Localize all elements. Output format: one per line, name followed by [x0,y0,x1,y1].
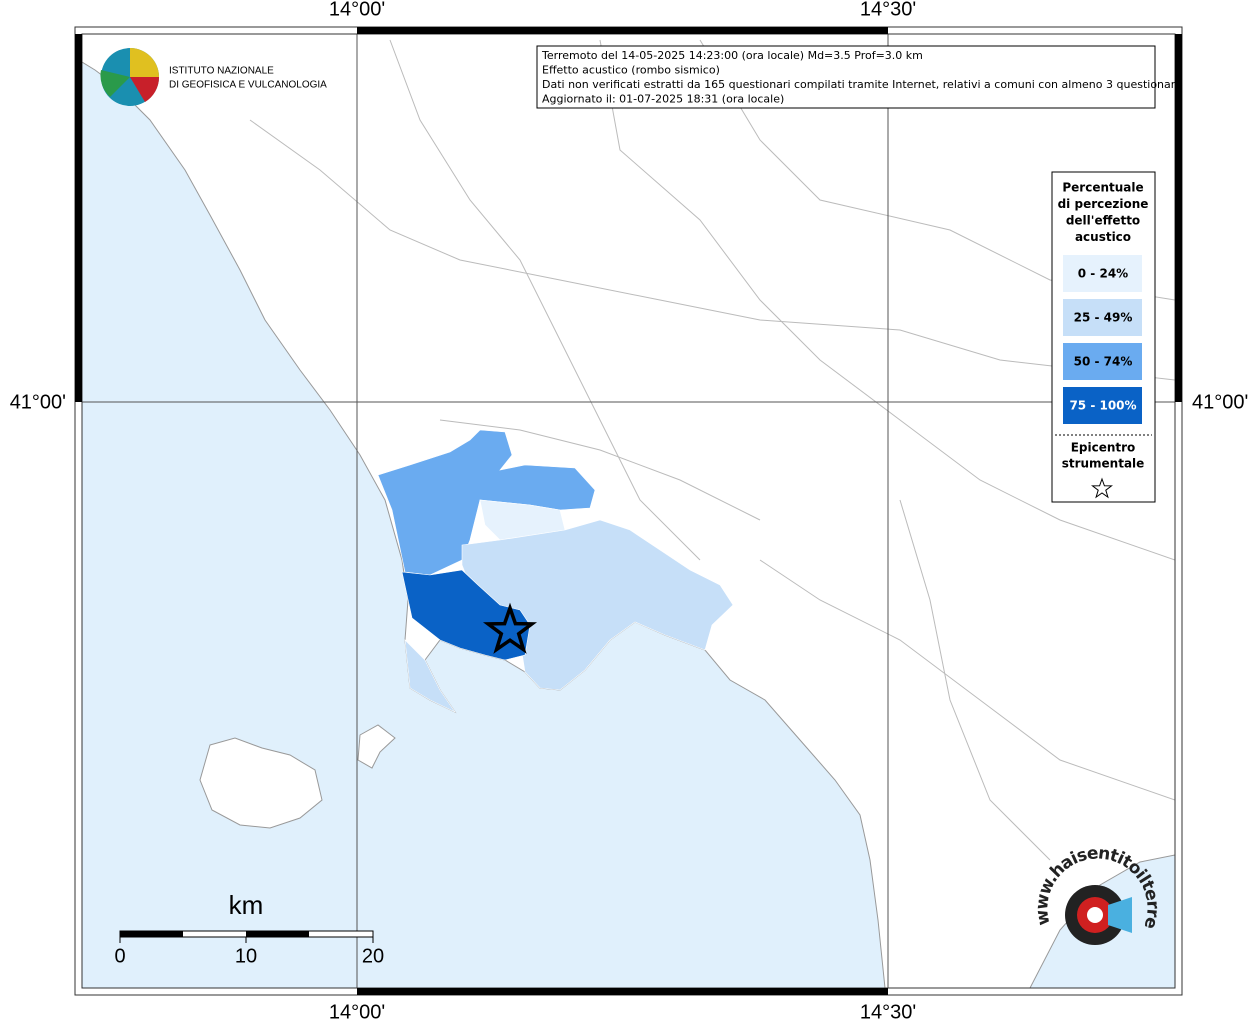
lon-label: 14°30' [860,1001,916,1023]
info-line: Dati non verificati estratti da 165 ques… [542,78,1182,91]
epicenter-star [482,602,538,654]
legend-swatch [1063,387,1142,424]
info-line: Terremoto del 14-05-2025 14:23:00 (ora l… [541,49,923,62]
legend-title: Percentuale [1062,181,1143,195]
scale-label: 10 [235,945,257,967]
legend-label: 75 - 100% [1069,399,1136,413]
legend-title: di percezione [1058,197,1149,211]
legend-swatch [1063,343,1142,380]
legend-label: 50 - 74% [1074,355,1133,369]
legend-swatch [1063,299,1142,336]
legend-label: 25 - 49% [1074,311,1133,325]
legend-swatch [1063,255,1142,292]
lon-label: 14°00' [329,1001,385,1023]
logo-text: ISTITUTO NAZIONALE [169,66,274,77]
graticule [82,34,1175,988]
info-line: Effetto acustico (rombo sismico) [542,64,720,77]
lat-label: 41°00' [10,391,66,413]
ingv-logo: ISTITUTO NAZIONALE DI GEOFISICA E VULCAN… [100,48,327,106]
info-line: Aggiornato il: 01-07-2025 18:31 (ora loc… [542,93,784,106]
boundaries [249,39,1175,861]
region-75-100 [401,569,531,661]
island-procida [357,724,396,769]
legend-epicenter: strumentale [1062,457,1145,471]
legend-label: 0 - 24% [1078,267,1128,281]
logo-text: DI GEOFISICA E VULCANOLOGIA [169,80,327,91]
lon-label: 14°30' [860,0,916,20]
scale-unit: km [229,890,264,920]
island-ischia [199,737,323,829]
region-50-74 [377,429,596,576]
scale-label: 20 [362,945,384,967]
lon-label: 14°00' [329,0,385,20]
legend-epicenter: Epicentro [1071,441,1136,455]
legend-title: dell'effetto [1066,214,1140,228]
legend-star [1091,477,1113,499]
legend-box [1051,171,1156,503]
scale-bar [119,930,374,943]
lat-label: 41°00' [1192,391,1248,413]
legend-title: acustico [1075,230,1131,244]
info-box [536,45,1156,109]
frame-bars [75,27,1182,995]
scale-label: 0 [114,945,125,967]
region-25-49 [404,639,456,713]
